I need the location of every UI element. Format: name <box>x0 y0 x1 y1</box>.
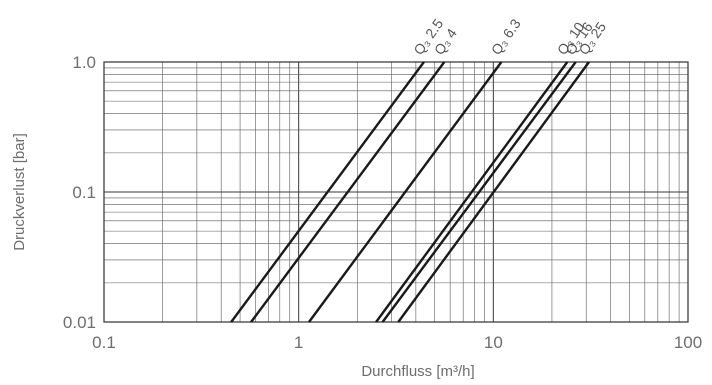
x-tick-label: 0.1 <box>92 333 116 352</box>
y-tick-labels: 0.01 0.1 1.0 <box>63 53 96 332</box>
series-line <box>381 61 577 323</box>
x-tick-labels: 0.1 1 10 100 <box>92 333 702 352</box>
series-line <box>375 61 569 323</box>
x-tick-label: 1 <box>294 333 303 352</box>
series-label: Q₃ 6.3 <box>488 16 524 58</box>
series-lines <box>230 61 590 323</box>
series-line <box>308 61 503 323</box>
y-tick-label: 0.01 <box>63 313 96 332</box>
series-line <box>230 61 425 323</box>
x-tick-label: 100 <box>674 333 702 352</box>
x-tick-label: 10 <box>484 333 503 352</box>
x-axis-title: Durchfluss [m³/h] <box>361 363 474 380</box>
y-axis-title: Druckverlust [bar] <box>11 133 28 251</box>
series-line <box>250 61 446 323</box>
plot-frame <box>103 61 689 323</box>
series-line <box>397 61 590 323</box>
y-tick-label: 0.1 <box>72 183 96 202</box>
y-tick-label: 1.0 <box>72 53 96 72</box>
